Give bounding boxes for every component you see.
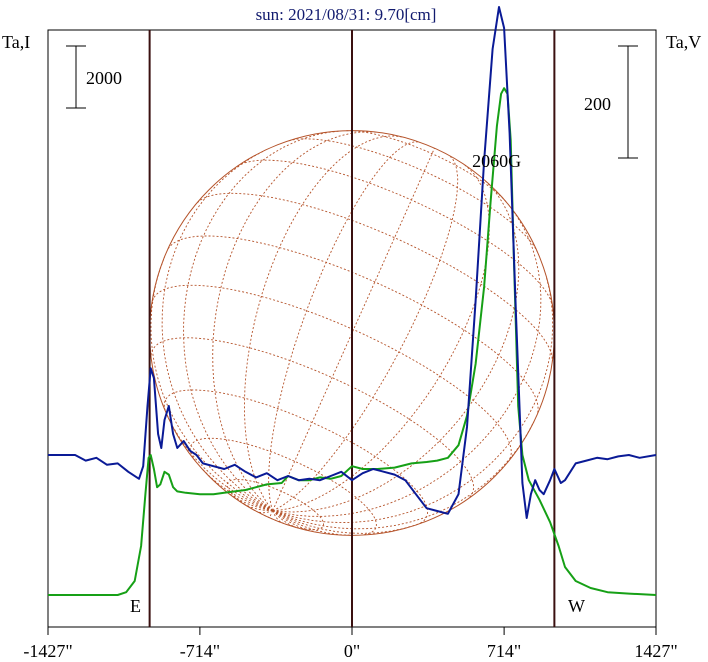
left-scale-bar: 2000 (66, 45, 122, 109)
disk-longitude-line (272, 421, 535, 530)
disk-longitude-line (183, 130, 341, 511)
x-tick-label: -1427" (23, 641, 72, 661)
x-tick-label: 714" (487, 641, 521, 661)
right-scale-bar: 200 (584, 45, 638, 159)
disk-longitude-line (161, 150, 273, 511)
disk-latitude-line (167, 235, 539, 414)
disk-longitude-line (272, 510, 284, 524)
disk-latitude-line (346, 130, 507, 203)
disk-longitude-line (272, 156, 459, 512)
disk-longitude-line (272, 148, 435, 511)
disk-longitude-line (256, 510, 273, 514)
disk-longitude-line (272, 164, 490, 512)
left-axis-label: Ta,I (2, 32, 30, 52)
disk-latitude-line (151, 284, 512, 461)
disk-longitude-line (272, 275, 554, 524)
disk-latitude-line (189, 437, 377, 536)
disk-longitude-line (272, 510, 296, 528)
x-axis-ticks: -1427" -714" 0" 714" 1427" (23, 627, 678, 661)
disk-longitude-line (269, 510, 274, 518)
east-limb-label: E (130, 596, 141, 616)
disk-latitude-line (288, 138, 538, 253)
field-strength-annotation: 2060G (472, 151, 521, 171)
left-scale-bar-label: 2000 (86, 68, 122, 88)
west-limb-label: W (568, 596, 585, 616)
disk-longitude-line (272, 510, 428, 534)
disk-latitude-line (237, 159, 554, 308)
disk-longitude-line (272, 510, 317, 533)
chart-title: sun: 2021/08/31: 9.70[cm] (256, 5, 437, 24)
disk-latitude-line (197, 192, 553, 362)
disk-latitude-line (150, 337, 475, 498)
reference-lines (148, 30, 556, 627)
disk-longitude-line (244, 135, 402, 511)
x-tick-label: -714" (180, 641, 220, 661)
disk-longitude-line (272, 179, 520, 513)
x-tick-label: 0" (344, 641, 360, 661)
disk-longitude-line (227, 491, 273, 512)
x-tick-label: 1427" (634, 641, 677, 661)
polarization-curve (48, 6, 657, 519)
disk-latitude-line (226, 478, 325, 531)
right-axis-label: Ta,V (666, 32, 701, 52)
disk-longitude-line (244, 504, 273, 512)
disk-longitude-line (212, 131, 378, 511)
intensity-curve (48, 87, 657, 596)
disk-longitude-line (268, 141, 418, 511)
right-scale-bar-label: 200 (584, 94, 611, 114)
series-layer (48, 6, 657, 596)
